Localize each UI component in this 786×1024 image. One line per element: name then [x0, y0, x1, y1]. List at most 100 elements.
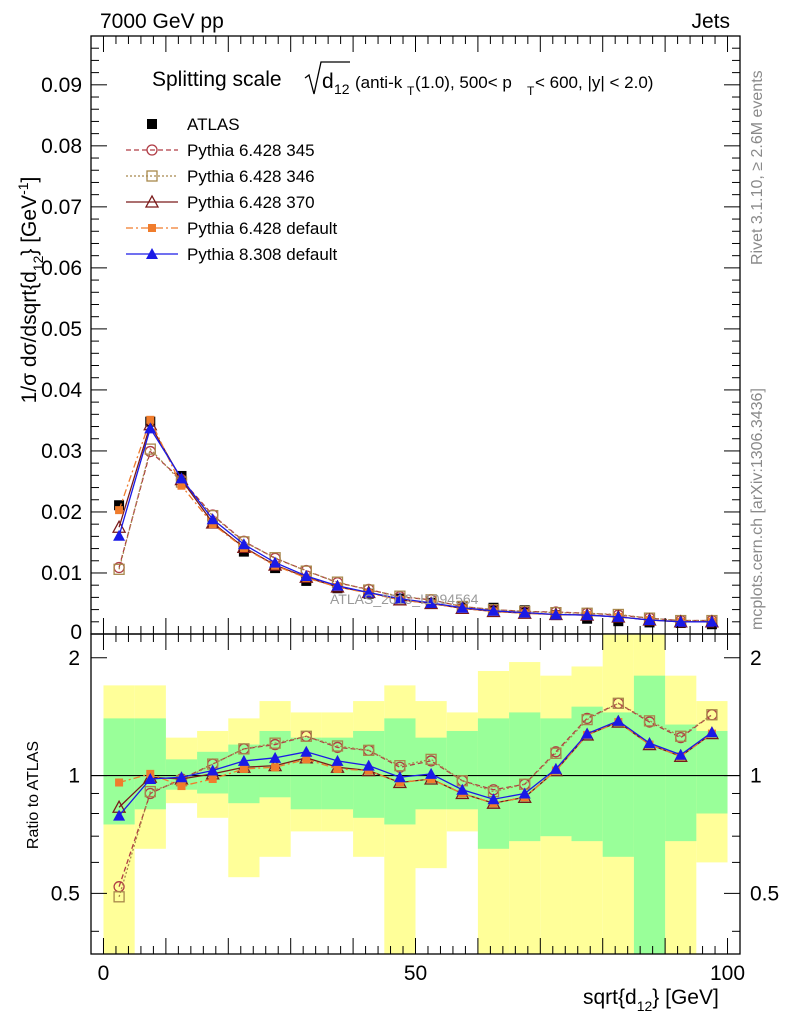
ratio-series-point: [425, 767, 438, 779]
y-tick-label: 0.01: [41, 562, 82, 585]
ratio-series-point: [612, 697, 624, 709]
series-point: [300, 570, 313, 582]
uncertainty-band-inner: [321, 737, 354, 810]
title-cond-2-sub: T: [527, 84, 535, 98]
ratio-series-point: [643, 737, 656, 749]
x-tick-label: 100: [710, 962, 745, 985]
ylabel-sub: 12: [30, 255, 46, 271]
ratio-series-point: [333, 764, 342, 773]
y-tick-label: 0.03: [41, 440, 82, 463]
ratio-series-point: [206, 764, 219, 776]
uncertainty-band-inner: [477, 718, 510, 849]
series-point: [456, 601, 469, 613]
ratio-series-point: [425, 753, 437, 766]
ratio-series-point: [427, 774, 436, 783]
legend: ATLAS Pythia 6.428 345 Pythia 6.428 346 Pyt…: [126, 115, 338, 264]
ratio-series-point: [271, 763, 280, 772]
analysis-watermark: ATLAS_2013_I1094564: [330, 591, 479, 607]
ratio-series-point: [177, 782, 186, 791]
ratio-series-point: [550, 747, 562, 759]
title-main: Splitting scale: [152, 68, 282, 91]
ratio-y-tick-label-right: 0.5: [750, 882, 779, 905]
ratio-series-point: [363, 744, 375, 756]
title-cond-3: < 600, |y| < 2.0): [535, 73, 653, 92]
ratio-series-point: [300, 745, 313, 757]
series-point: [269, 556, 282, 568]
y-tick-label: 0.08: [41, 135, 82, 158]
legend-label-atlas: ATLAS: [187, 115, 240, 134]
legend-label: Pythia 6.428 346: [187, 167, 315, 186]
rivet-label: Rivet 3.1.10, ≥ 2.6M events: [749, 70, 766, 265]
series-point: [113, 529, 126, 541]
series-point: [674, 615, 687, 627]
ratio-series-point: [175, 771, 188, 783]
legend-label: Pythia 6.428 370: [187, 193, 315, 212]
legend-marker: [146, 144, 158, 156]
ratio-series-point: [239, 764, 248, 773]
ratio-series-point: [549, 762, 562, 774]
ratio-series-point: [300, 730, 312, 742]
ratio-series-point: [675, 730, 687, 742]
ratio-series-line: [118, 721, 713, 808]
series-point: [581, 609, 594, 621]
ylabel-close: ]: [18, 177, 41, 183]
ratio-series-point: [705, 726, 718, 738]
series-point: [549, 608, 562, 620]
y-tick-label: 0.07: [41, 196, 82, 219]
y-tick-label: 0.05: [41, 318, 82, 341]
xlabel-part-1: sqrt{d: [583, 986, 637, 1009]
series-point: [643, 613, 656, 625]
ratio-y-tick-label-right: 1: [750, 765, 762, 788]
x-tick-label: 50: [404, 962, 427, 985]
ratio-series-point: [674, 748, 687, 760]
chart-title: Splitting scale d 12 (anti-k T (1.0), 50…: [152, 61, 653, 98]
y-tick-label: 0.04: [41, 379, 82, 402]
series-point: [518, 606, 531, 618]
ratio-series-point: [302, 755, 311, 764]
ratio-series-point: [113, 809, 126, 821]
title-cond-1-sub: T: [407, 84, 415, 98]
ratio-series-point: [643, 715, 656, 727]
series-point: [612, 610, 625, 622]
ratio-series-point: [487, 793, 500, 805]
uncertainty-band-inner: [509, 712, 541, 842]
y-axis-label: 1/σ dσ/dsqrt{d12} [GeV-1]: [15, 177, 46, 404]
series-point: [175, 472, 188, 484]
uncertainty-band-inner: [134, 718, 166, 810]
ratio-series-point: [362, 759, 375, 771]
y-tick-label: 0.02: [41, 501, 82, 524]
uncertainty-band-inner: [602, 712, 634, 857]
ratio-y-tick-label: 2: [68, 647, 80, 670]
svg-text:sqrt{d12} [GeV]: sqrt{d12} [GeV]: [583, 986, 719, 1014]
ratio-panel: 0 50 100 0.5 0.5 1 12 2: [51, 36, 779, 985]
ratio-series-point: [331, 740, 344, 752]
ratio-series-point: [706, 709, 718, 721]
series-point: [177, 481, 186, 490]
ratio-series-point: [518, 787, 531, 799]
series-point: [144, 422, 157, 434]
legend-marker: [148, 224, 156, 232]
ratio-y-tick-label-right: 2: [750, 647, 762, 670]
ratio-series-point: [144, 785, 156, 798]
legend-label: Pythia 6.428 345: [187, 141, 315, 160]
series-point: [144, 443, 156, 455]
x-tick-label: 0: [98, 962, 110, 985]
ratio-series-point: [581, 713, 593, 726]
ratio-series-point: [269, 737, 281, 749]
uncertainty-band-inner: [665, 724, 697, 842]
series-point: [146, 415, 155, 424]
ratio-series-point: [394, 760, 406, 772]
legend-marker: [146, 248, 158, 259]
title-sqrt-arg: d: [322, 70, 334, 93]
ratio-y-tick-label: 0.5: [51, 882, 80, 905]
series-point: [487, 604, 500, 616]
series-point: [331, 579, 344, 591]
series-point: [115, 506, 124, 515]
series-point: [705, 615, 718, 627]
ratio-series-point: [237, 754, 250, 766]
ratio-series-point: [395, 778, 404, 787]
xlabel-sub: 12: [637, 998, 653, 1014]
title-sqrt-sub: 12: [334, 81, 350, 97]
legend-label: Pythia 8.308 default: [187, 245, 338, 264]
